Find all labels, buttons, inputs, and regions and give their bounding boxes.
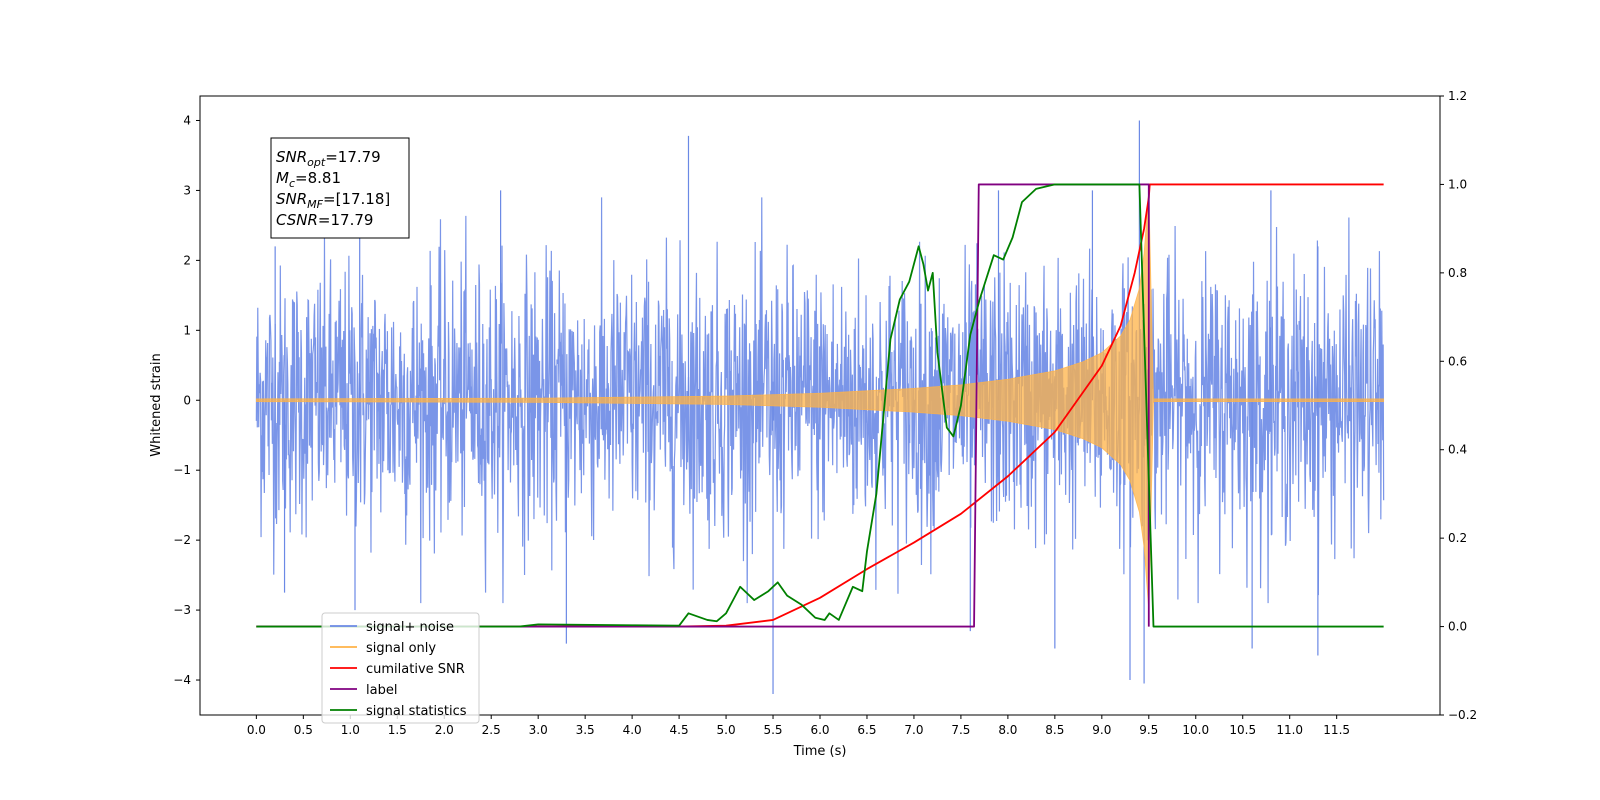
y-tick-label: 0: [183, 393, 191, 407]
y-tick-label: 1: [183, 323, 191, 337]
x-tick-label: 7.0: [904, 723, 923, 737]
x-tick-label: 7.5: [951, 723, 970, 737]
series-line-signal-statistics: [256, 183, 1384, 628]
signal-series-layer: [255, 190, 1385, 611]
x-tick-label: 8.0: [998, 723, 1017, 737]
y2-tick-label: 0.2: [1448, 531, 1467, 545]
legend-label: signal statistics: [366, 704, 467, 719]
y-tick-label: −4: [173, 673, 191, 687]
y2-tick-label: 0.8: [1448, 266, 1467, 280]
y-tick-label: 3: [183, 183, 191, 197]
x-tick-label: 8.5: [1045, 723, 1064, 737]
x-tick-label: 1.0: [341, 723, 360, 737]
y2-tick-label: 1.0: [1448, 177, 1467, 191]
x-tick-label: 3.0: [529, 723, 548, 737]
x-tick-label: 10.0: [1182, 723, 1209, 737]
legend-label: label: [366, 683, 397, 698]
y2-tick-label: 1.2: [1448, 89, 1467, 103]
y-tick-label: −1: [173, 463, 191, 477]
x-tick-label: 0.0: [247, 723, 266, 737]
x-tick-label: 0.5: [294, 723, 313, 737]
x-axis-label: Time (s): [793, 744, 847, 759]
x-tick-label: 9.5: [1139, 723, 1158, 737]
y2-tick-label: 0.0: [1448, 620, 1467, 634]
y-tick-label: −2: [173, 533, 191, 547]
y-tick-label: 2: [183, 253, 191, 267]
annotation-line: Mc=8.81: [276, 169, 341, 190]
x-tick-label: 11.0: [1276, 723, 1303, 737]
x-tick-label: 6.5: [857, 723, 876, 737]
x-tick-label: 5.5: [763, 723, 782, 737]
legend-label: cumilative SNR: [366, 662, 465, 677]
x-axis: 0.0 0.5 1.0 1.5 2.0 2.5 3.0 3.5 4.0 4.5 5.0 5.5 6.0 6…: [247, 715, 1350, 737]
x-tick-label: 2.5: [482, 723, 501, 737]
y-axis-left: −4 −3 −2 −1 0 1 2 3 4: [173, 113, 200, 687]
series-line-signal-noise: [255, 197, 1385, 604]
x-tick-label: 4.5: [670, 723, 689, 737]
legend-label: signal+ noise: [366, 620, 454, 635]
y-axis-right: −0.2 0.0 0.2 0.4 0.6 0.8 1.0 1.2: [1440, 89, 1477, 722]
annotation-line: SNRMF=[17.18]: [276, 190, 390, 211]
stats-annotation-box: SNRopt=17.79Mc=8.81SNRMF=[17.18]CSNR=17.…: [270, 137, 410, 239]
annotation-line: SNRopt=17.79: [276, 148, 381, 169]
y-axis-label: Whitened strain: [149, 353, 164, 456]
x-tick-label: 4.0: [623, 723, 642, 737]
curve-series-layer: [256, 183, 1384, 628]
x-tick-label: 11.5: [1323, 723, 1350, 737]
legend-label: signal only: [366, 641, 436, 656]
y-tick-label: −3: [173, 603, 191, 617]
y2-tick-label: 0.6: [1448, 354, 1467, 368]
x-tick-label: 10.5: [1229, 723, 1256, 737]
x-tick-label: 6.0: [810, 723, 829, 737]
x-tick-label: 1.5: [388, 723, 407, 737]
x-tick-label: 5.0: [717, 723, 736, 737]
annotation-line: CSNR=17.79: [276, 211, 373, 229]
x-tick-label: 2.0: [435, 723, 454, 737]
series-line-label: [256, 183, 1150, 628]
legend: signal+ noise signal only cumilative SNR la…: [321, 612, 480, 724]
y2-tick-label: 0.4: [1448, 443, 1467, 457]
y2-tick-label: −0.2: [1448, 708, 1477, 722]
x-tick-label: 9.0: [1092, 723, 1111, 737]
series-line-cumilative-snr: [256, 183, 1384, 628]
y-tick-label: 4: [183, 113, 191, 127]
x-tick-label: 3.5: [576, 723, 595, 737]
series-area-signal-only: [255, 190, 1385, 611]
